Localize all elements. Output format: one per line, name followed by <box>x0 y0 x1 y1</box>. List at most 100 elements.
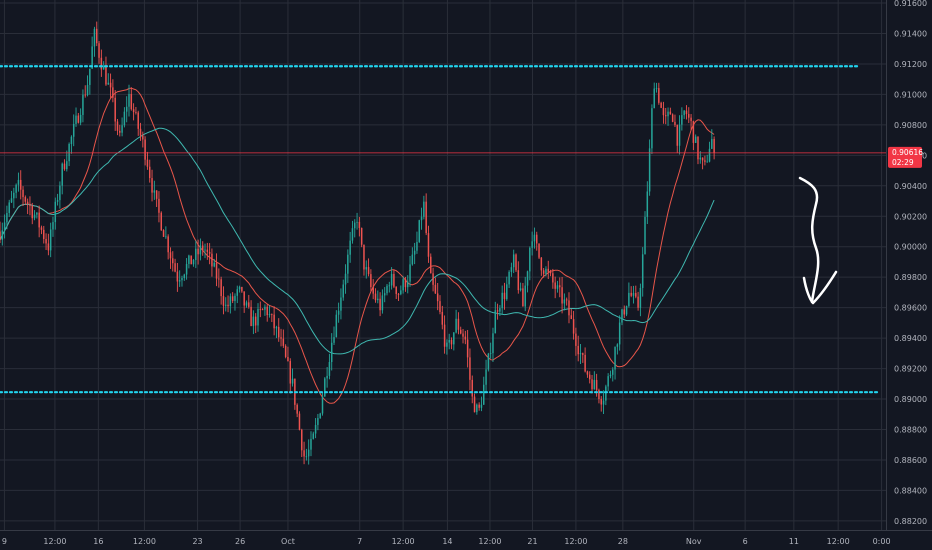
candle-body <box>501 292 503 309</box>
candle-body <box>135 112 137 113</box>
candle-body <box>220 279 222 297</box>
x-tick-label: 12:00 <box>133 537 156 546</box>
candle-body <box>635 293 637 297</box>
candle-body <box>586 371 589 375</box>
candle-body <box>416 241 418 251</box>
candle-body <box>238 286 241 290</box>
price-axis-bg <box>886 0 932 550</box>
candle-body <box>351 228 354 241</box>
candle-body <box>114 97 116 122</box>
candle-body <box>172 258 174 264</box>
candle-body <box>128 94 130 107</box>
candle-body <box>577 345 579 355</box>
y-tick-label: 0.89000 <box>894 395 927 404</box>
y-tick-label: 0.88800 <box>894 425 927 434</box>
candle-body <box>572 319 575 334</box>
candle-body <box>602 400 605 405</box>
candle-body <box>406 281 409 288</box>
candle-body <box>358 221 361 228</box>
arrow-head <box>802 270 838 305</box>
candle-body <box>22 189 24 198</box>
candle-body <box>540 257 543 271</box>
candle-body <box>178 280 181 282</box>
candle-body <box>678 124 681 146</box>
x-tick-label: 12:00 <box>43 537 66 546</box>
candle-body <box>379 298 381 311</box>
candle-body <box>116 121 119 131</box>
candle-body <box>356 221 358 223</box>
candle-body <box>612 369 614 375</box>
candle-body <box>112 87 114 98</box>
x-tick-label: 21 <box>527 537 537 546</box>
candle-body <box>432 273 434 285</box>
candle-body <box>70 136 73 144</box>
candle-body <box>420 216 423 221</box>
candle-body <box>33 214 36 219</box>
candle-body <box>699 157 702 160</box>
candle-body <box>383 293 386 296</box>
candle-body <box>93 28 96 47</box>
candle-body <box>547 268 550 272</box>
candle-body <box>436 293 439 302</box>
candle-body <box>464 336 467 340</box>
candle-body <box>519 288 522 291</box>
candle-body <box>455 318 457 333</box>
candle-body <box>8 202 10 213</box>
candle-body <box>26 201 29 205</box>
candle-body <box>492 333 494 354</box>
candle-body <box>485 369 487 385</box>
candle-body <box>185 263 188 275</box>
candle-body <box>43 229 45 239</box>
candle-body <box>404 279 407 288</box>
candle-body <box>222 296 225 306</box>
candle-body <box>706 161 708 163</box>
candle-body <box>190 255 192 265</box>
candle-body <box>469 357 471 380</box>
price-axis[interactable]: 0.91600 0.91400 0.91200 0.91000 0.90800 0.906… <box>886 0 932 550</box>
candle-body <box>480 404 483 408</box>
horizontal-levels[interactable] <box>0 65 879 394</box>
x-tick-label: 9 <box>2 537 7 546</box>
candle-body <box>561 287 563 304</box>
candle-body <box>192 259 195 265</box>
hand-drawn-arrow[interactable] <box>798 176 838 305</box>
time-axis[interactable]: 9 12:00 16 12:00 23 26 Oct 7 12:00 14 12:00 21 12:00… <box>0 530 932 550</box>
candle-body <box>614 346 616 370</box>
candle-body <box>524 285 526 307</box>
candle-body <box>89 68 91 85</box>
candle-body <box>639 287 642 308</box>
candle-body <box>259 308 262 310</box>
candle-body <box>510 267 513 272</box>
candle-body <box>503 292 506 300</box>
x-tick-label: 12:00 <box>392 537 415 546</box>
candle-body <box>326 375 328 379</box>
candle-body <box>605 386 607 401</box>
candle-body <box>123 111 126 126</box>
candle-body <box>487 353 490 370</box>
y-tick-label: 0.90200 <box>894 212 927 221</box>
candle-body <box>211 253 213 267</box>
candle-body <box>6 212 8 223</box>
candle-body <box>411 254 414 265</box>
candle-body <box>333 337 335 343</box>
candle-body <box>471 379 473 397</box>
candle-body <box>19 179 22 190</box>
candle-body <box>499 308 501 312</box>
candle-body <box>75 115 77 124</box>
candle-body <box>664 115 667 117</box>
candle-body <box>667 111 669 117</box>
candle-body <box>197 248 199 255</box>
candle-body <box>609 374 612 377</box>
candle-body <box>473 396 476 413</box>
candle-body <box>243 291 245 306</box>
candle-body <box>15 184 17 193</box>
candle-body <box>685 110 688 115</box>
candle-body <box>616 344 619 347</box>
candle-body <box>231 296 234 302</box>
y-tick-label: 0.90000 <box>894 243 927 252</box>
candle-body <box>31 205 33 219</box>
x-tick-label: 0:00 <box>873 537 891 546</box>
candle-body <box>565 299 568 301</box>
